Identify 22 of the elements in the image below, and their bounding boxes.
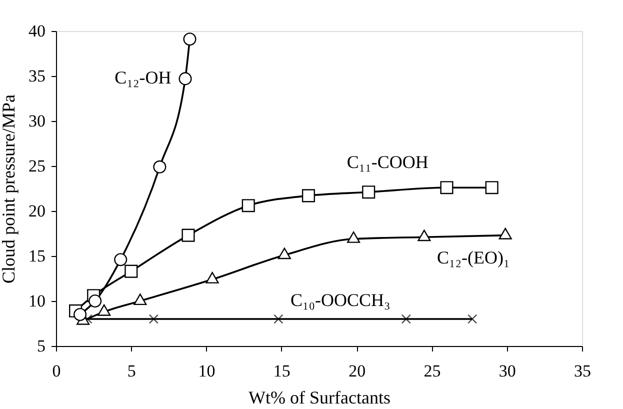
y-tick-label: 30: [28, 112, 46, 130]
x-tick-label: 20: [348, 362, 366, 380]
y-tick-label: 10: [28, 292, 46, 310]
y-tick-label: 35: [28, 66, 46, 86]
y-tick-label: 20: [28, 202, 46, 220]
x-tick-label: 25: [424, 362, 441, 380]
series-label: C₁₁-COOH: [346, 152, 428, 172]
x-tick-label: 0: [52, 362, 61, 380]
y-tick-label: 5: [37, 336, 46, 356]
y-tick-label: 25: [28, 156, 46, 176]
y-tick-label: 15: [28, 246, 46, 266]
x-tick-label: 30: [498, 362, 516, 380]
x-tick-label: 5: [127, 362, 136, 380]
y-axis-title: Cloud point pressure/MPa: [0, 94, 18, 284]
series-label: C₁₀-OOCCH₃: [290, 290, 390, 310]
x-tick-label: 15: [273, 362, 290, 380]
x-tick-label: 10: [198, 362, 216, 380]
x-tick-label: 35: [574, 362, 591, 380]
series-label: C₁₂-OH: [114, 68, 172, 88]
x-axis-title: Wt% of Surfactants: [248, 388, 390, 408]
series-label: C₁₂-(EO)₁: [436, 247, 510, 268]
y-tick-label: 40: [28, 22, 46, 40]
